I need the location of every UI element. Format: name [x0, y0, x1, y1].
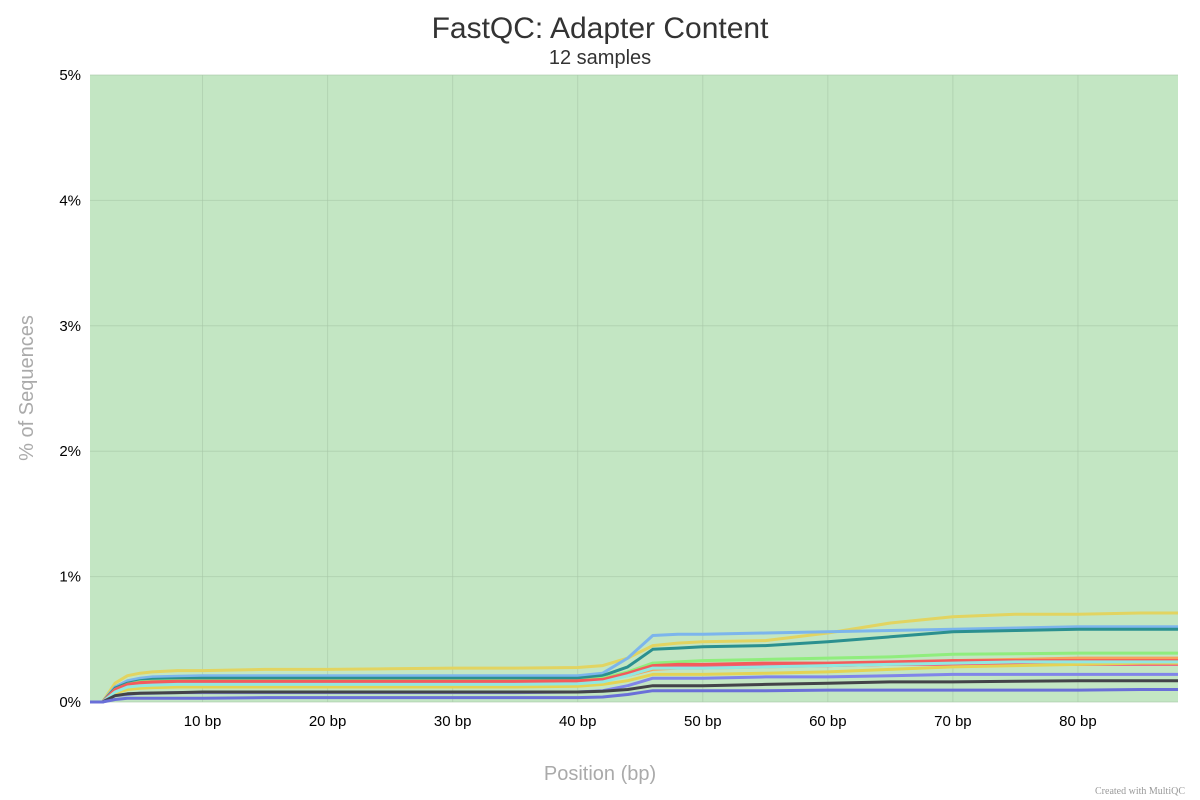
y-axis-ticks: 0% 1% 2% 3% 4% 5% — [59, 67, 81, 711]
x-tick-label: 60 bp — [809, 713, 847, 730]
series-line-6 — [90, 659, 1178, 704]
series-line-11 — [90, 688, 1178, 704]
chart-subtitle: 12 samples — [549, 47, 651, 69]
y-tick-label: 1% — [59, 569, 81, 586]
series-lines — [90, 611, 1178, 704]
credit-text: Created with MultiQC — [1095, 786, 1185, 797]
x-tick-label: 40 bp — [559, 713, 597, 730]
grid-lines — [90, 74, 1178, 703]
y-tick-label: 3% — [59, 318, 81, 335]
x-tick-label: 30 bp — [434, 713, 472, 730]
y-tick-label: 5% — [59, 67, 81, 84]
y-tick-label: 4% — [59, 192, 81, 209]
x-axis-label: Position (bp) — [544, 763, 656, 785]
series-line-1 — [90, 625, 1178, 704]
x-tick-label: 10 bp — [184, 713, 222, 730]
plot-area — [90, 75, 1178, 702]
x-tick-label: 80 bp — [1059, 713, 1097, 730]
series-line-0 — [90, 611, 1178, 704]
series-line-10 — [90, 679, 1178, 704]
x-tick-label: 50 bp — [684, 713, 722, 730]
series-line-7 — [90, 661, 1178, 704]
y-tick-label: 2% — [59, 443, 81, 460]
y-axis-label: % of Sequences — [16, 315, 38, 461]
x-tick-label: 20 bp — [309, 713, 347, 730]
chart-title: FastQC: Adapter Content — [432, 12, 770, 45]
series-line-9 — [90, 660, 1178, 704]
x-axis-ticks: 10 bp 20 bp 30 bp 40 bp 50 bp 60 bp 70 bp 80 bp — [184, 713, 1097, 730]
x-tick-label: 70 bp — [934, 713, 972, 730]
y-tick-label: 0% — [59, 694, 81, 711]
